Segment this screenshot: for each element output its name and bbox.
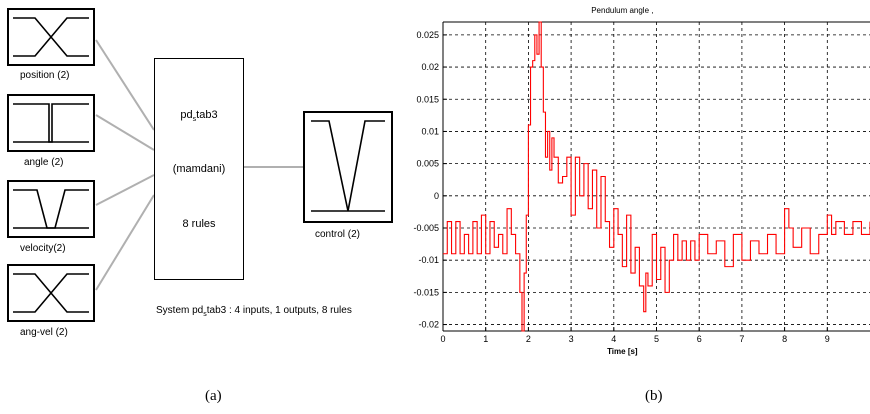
connector-ang-vel <box>95 194 155 291</box>
system-summary: System pdstab3 : 4 inputs, 1 outputs, 8 … <box>156 305 352 318</box>
mf-box-velocity <box>7 180 95 238</box>
connector-velocity <box>95 174 155 206</box>
crossing-ramps-icon <box>13 17 89 57</box>
y-tick-label-6: 0.01 <box>421 126 439 136</box>
input-label-angle: angle (2) <box>24 157 64 168</box>
pendulum-angle-chart: -0.02 -0.015 -0.01 -0.005 0 0.005 0.01 0.015 0.0… <box>413 6 870 356</box>
y-tick-label-0: -0.02 <box>418 320 439 330</box>
mf-box-ang-vel <box>7 264 95 322</box>
x-tick-label-1: 1 <box>483 334 488 344</box>
series-line-0 <box>443 21 870 332</box>
y-tick-label-2: -0.01 <box>418 255 439 265</box>
y-tick-label-8: 0.02 <box>421 62 439 72</box>
input-label-velocity: velocity(2) <box>20 243 66 254</box>
fis-name: pdstab3 <box>180 109 218 124</box>
caption-b: (b) <box>645 388 663 404</box>
output-label-control: control (2) <box>315 229 361 240</box>
y-tick-label-4: 0 <box>434 191 439 201</box>
x-tick-label-9: 9 <box>825 334 830 344</box>
y-tick-label-3: -0.005 <box>413 223 439 233</box>
mf-box-position <box>7 8 95 66</box>
x-tick-label-4: 4 <box>611 334 616 344</box>
mf-box-control <box>303 111 393 223</box>
caption-a: (a) <box>205 388 222 404</box>
connector-angle <box>95 114 155 151</box>
x-axis-label: Time [s] <box>607 347 638 356</box>
y-tick-label-5: 0.005 <box>416 159 439 169</box>
x-tick-label-8: 8 <box>782 334 787 344</box>
y-tick-label-7: 0.015 <box>416 94 439 104</box>
x-tick-label-0: 0 <box>440 334 445 344</box>
x-tick-label-5: 5 <box>654 334 659 344</box>
y-tick-label-1: -0.015 <box>413 287 439 297</box>
input-label-ang-vel: ang-vel (2) <box>20 327 68 338</box>
fis-type: (mamdani) <box>172 163 226 175</box>
y-tick-label-9: 0.025 <box>416 30 439 40</box>
x-tick-label-6: 6 <box>697 334 702 344</box>
x-tick-label-7: 7 <box>739 334 744 344</box>
connector-position <box>95 39 155 131</box>
mf-box-angle <box>7 94 95 152</box>
input-label-position: position (2) <box>20 70 70 81</box>
narrow-step-icon <box>13 103 89 143</box>
connector-lines <box>95 39 303 291</box>
chart-title: Pendulum angle , <box>591 6 653 15</box>
funnel-icon <box>13 189 89 229</box>
crossing-ramps-icon <box>13 273 89 313</box>
v-shape-icon <box>311 120 385 212</box>
fis-block: pdstab3 (mamdani) 8 rules <box>154 58 244 280</box>
x-tick-label-3: 3 <box>569 334 574 344</box>
fis-rules: 8 rules <box>182 218 216 230</box>
x-tick-label-2: 2 <box>526 334 531 344</box>
